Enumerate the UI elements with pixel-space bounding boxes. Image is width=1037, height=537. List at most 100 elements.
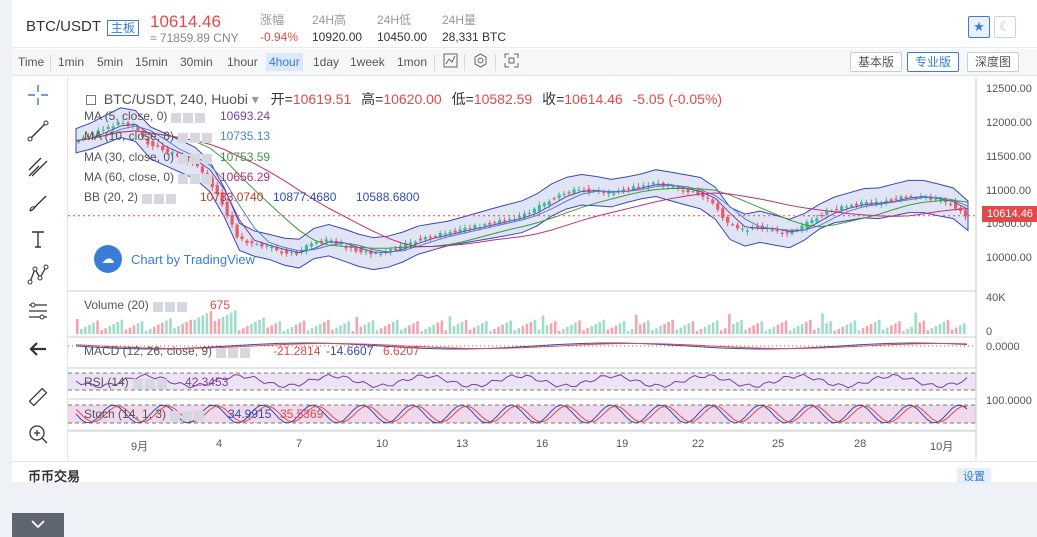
- close-icon[interactable]: [166, 193, 177, 204]
- close-icon[interactable]: [156, 378, 167, 389]
- view-basic-button[interactable]: 基本版: [850, 52, 903, 72]
- volume-bar: [934, 326, 938, 334]
- fib-icon[interactable]: [23, 297, 53, 325]
- moon-icon[interactable]: ☾: [994, 16, 1016, 38]
- settings-icon[interactable]: [190, 173, 201, 184]
- candle-body: [423, 237, 427, 240]
- study-legend[interactable]: MA (60, close, 0): [84, 170, 218, 185]
- settings-icon[interactable]: [154, 193, 165, 204]
- study-buttons[interactable]: [216, 345, 252, 359]
- brush-icon[interactable]: [23, 189, 53, 217]
- study-legend[interactable]: MA (30, close, 0): [84, 150, 218, 165]
- study-legend[interactable]: MA (5, close, 0): [84, 109, 211, 124]
- pattern-icon[interactable]: [23, 261, 53, 289]
- eye-icon[interactable]: [216, 347, 227, 358]
- close-icon[interactable]: [194, 410, 205, 421]
- view-depth-button[interactable]: 深度图: [967, 52, 1020, 72]
- symbol-name[interactable]: BTC/USDT: [26, 18, 101, 35]
- volume-bar: [80, 328, 83, 334]
- settings-icon[interactable]: [190, 132, 201, 143]
- eye-icon[interactable]: [178, 173, 189, 184]
- study-legend[interactable]: MACD (12, 26, close, 9): [84, 344, 256, 359]
- view-pro-button[interactable]: 专业版: [907, 52, 960, 72]
- stoch-d-line: [75, 405, 968, 423]
- tab-30min[interactable]: 30min: [180, 55, 213, 69]
- star-icon[interactable]: ★: [968, 16, 990, 38]
- tab-1week[interactable]: 1week: [350, 55, 385, 69]
- volume-bar: [683, 325, 687, 334]
- volume-bar: [756, 323, 759, 334]
- candle-body: [96, 130, 100, 135]
- settings-icon[interactable]: [144, 378, 155, 389]
- eye-icon[interactable]: [171, 112, 182, 123]
- study-legend[interactable]: Stoch (14, 1, 3): [84, 407, 210, 422]
- tab-4hour[interactable]: 4hour: [266, 53, 303, 71]
- tab-1day[interactable]: 1day: [313, 55, 340, 69]
- candle-body: [755, 226, 759, 228]
- study-buttons[interactable]: [152, 299, 189, 313]
- settings-icon[interactable]: [182, 410, 193, 421]
- tab-5min[interactable]: 5min: [97, 55, 124, 69]
- study-buttons[interactable]: [178, 151, 214, 165]
- study-legend[interactable]: BB (20, 2): [84, 190, 182, 205]
- study-legend[interactable]: MA (10, close, 0): [84, 129, 218, 144]
- fullscreen-icon[interactable]: [504, 53, 519, 71]
- close-icon[interactable]: [195, 112, 206, 123]
- text-icon[interactable]: [23, 225, 53, 253]
- zoom-icon[interactable]: [23, 420, 53, 448]
- tab-15min[interactable]: 15min: [135, 55, 168, 69]
- study-legend[interactable]: RSI (14): [84, 375, 173, 390]
- settings-icon[interactable]: [190, 153, 201, 164]
- tab-1hour[interactable]: 1hour: [227, 55, 258, 69]
- eye-icon[interactable]: [178, 153, 189, 164]
- tab-time[interactable]: Time: [18, 55, 45, 69]
- volume-bar: [614, 325, 618, 334]
- settings-link[interactable]: 设置: [957, 468, 991, 484]
- study-buttons[interactable]: [132, 376, 169, 390]
- settings-icon[interactable]: [164, 301, 175, 312]
- price-chart[interactable]: BTC/USDT, 240, Huobi ▾ 开=10619.51 高=1062…: [68, 77, 1037, 460]
- volume-bar: [128, 327, 132, 334]
- time-tick-label: 25: [772, 438, 785, 450]
- eye-icon[interactable]: [170, 410, 181, 421]
- eye-icon[interactable]: [152, 301, 163, 312]
- tab-1min[interactable]: 1min: [58, 55, 85, 69]
- eye-icon[interactable]: [142, 193, 153, 204]
- study-legend[interactable]: Volume (20): [84, 298, 193, 313]
- study-name: MA (10, close, 0): [84, 129, 175, 143]
- fork-icon[interactable]: [23, 153, 53, 181]
- study-buttons[interactable]: [178, 171, 214, 185]
- eye-icon[interactable]: [178, 132, 189, 143]
- close-icon[interactable]: [240, 347, 251, 358]
- ma60-line: [75, 130, 969, 247]
- collapse-legend-icon[interactable]: [86, 95, 96, 106]
- volume-bar: [363, 324, 367, 334]
- settings-icon[interactable]: [228, 347, 239, 358]
- close-icon[interactable]: [176, 301, 187, 312]
- study-buttons[interactable]: [142, 191, 178, 205]
- volume-bar: [582, 330, 585, 334]
- study-buttons[interactable]: [170, 408, 206, 422]
- volume-bar: [643, 322, 646, 334]
- study-buttons[interactable]: [171, 110, 207, 124]
- settings-icon[interactable]: [183, 112, 194, 123]
- chart-canvas[interactable]: [68, 77, 1037, 460]
- indicator-icon[interactable]: [443, 53, 458, 71]
- close-icon[interactable]: [202, 173, 213, 184]
- trendline-icon[interactable]: [23, 117, 53, 145]
- settings-icon[interactable]: [473, 53, 488, 71]
- eye-icon[interactable]: [132, 378, 143, 389]
- study-buttons[interactable]: [178, 130, 214, 144]
- candle-body: [344, 246, 348, 249]
- symbol-menu-icon[interactable]: ▾: [251, 91, 259, 107]
- close-icon[interactable]: [202, 153, 213, 164]
- crosshair-icon[interactable]: [23, 81, 53, 109]
- chevron-down-icon[interactable]: [12, 513, 64, 537]
- arrow-left-icon[interactable]: [23, 335, 53, 363]
- ruler-icon[interactable]: [23, 383, 53, 411]
- tradingview-watermark[interactable]: ☁ Chart by TradingView: [94, 244, 255, 274]
- tab-1mon[interactable]: 1mon: [397, 55, 428, 69]
- close-icon[interactable]: [202, 132, 213, 143]
- volume-bar: [869, 324, 873, 334]
- candle-body: [225, 201, 229, 216]
